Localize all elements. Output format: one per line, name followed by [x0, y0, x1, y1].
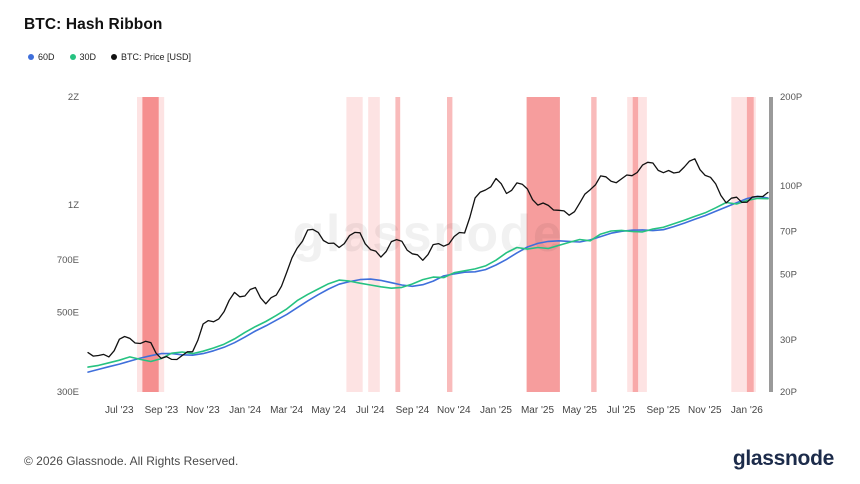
left-axis-tick: 2Z: [68, 92, 79, 103]
x-axis-tick: Jul '24: [356, 405, 385, 416]
capitulation-band: [731, 97, 756, 392]
legend-label-btc-price: BTC: Price [USD]: [121, 52, 192, 62]
legend-label-30d: 30D: [79, 52, 97, 62]
footer-copyright: © 2026 Glassnode. All Rights Reserved.: [24, 454, 239, 468]
page-title: BTC: Hash Ribbon: [24, 16, 163, 33]
legend-dot-btc-price: [111, 54, 118, 60]
legend-item-60d[interactable]: 60D: [28, 52, 55, 62]
right-axis-tick: 20P: [780, 387, 797, 398]
x-axis-tick: Sep '23: [145, 405, 179, 416]
legend-label-60d: 60D: [38, 52, 55, 62]
chart-legend: 60D 30D BTC: Price [USD]: [28, 52, 191, 62]
x-axis-tick: Nov '23: [186, 405, 220, 416]
series-60d: [87, 195, 769, 373]
x-axis-tick: Jan '24: [229, 405, 261, 416]
capitulation-band: [142, 97, 159, 392]
right-axis-tick: 70P: [780, 227, 797, 238]
series-30d: [87, 197, 769, 368]
x-axis-tick: Mar '24: [270, 405, 303, 416]
right-axis-tick: 30P: [780, 335, 797, 346]
capitulation-band: [591, 97, 597, 392]
capitulation-band: [526, 97, 560, 392]
capitulation-band: [447, 97, 453, 392]
glassnode-logo: glassnode: [732, 447, 834, 470]
x-axis-tick: Nov '24: [437, 405, 471, 416]
x-axis-tick: Jul '25: [607, 405, 636, 416]
legend-dot-60d: [28, 54, 34, 60]
left-axis-tick: 300E: [57, 387, 79, 398]
x-axis-tick: Jul '23: [105, 405, 134, 416]
capitulation-band: [346, 97, 363, 392]
left-axis-tick: 700E: [57, 255, 79, 266]
x-axis-tick: May '25: [562, 405, 597, 416]
legend-item-btc-price[interactable]: BTC: Price [USD]: [111, 52, 191, 62]
x-axis-tick: Jan '26: [731, 405, 763, 416]
right-axis-tick: 50P: [780, 270, 797, 281]
capitulation-band: [395, 97, 401, 392]
capitulation-band: [746, 97, 754, 392]
legend-dot-30d: [69, 54, 76, 60]
right-axis-bar: [769, 97, 773, 392]
x-axis-tick: Jan '25: [480, 405, 512, 416]
right-axis-tick: 100P: [780, 181, 802, 192]
x-axis-tick: Sep '25: [646, 405, 680, 416]
left-axis-tick: 500E: [57, 308, 79, 319]
series-btc-price-usd-: [87, 158, 769, 361]
capitulation-band: [627, 97, 647, 392]
left-axis-tick: 1Z: [68, 200, 79, 211]
legend-item-30d[interactable]: 30D: [69, 52, 97, 62]
capitulation-band: [368, 97, 380, 392]
x-axis-tick: Nov '25: [688, 405, 722, 416]
capitulation-band: [632, 97, 639, 392]
right-axis-tick: 200P: [780, 92, 802, 103]
x-axis-tick: Sep '24: [396, 405, 430, 416]
price-chart[interactable]: glassnode2Z1Z700E500E300E200P100P70P50P3…: [0, 85, 860, 430]
x-axis-tick: May '24: [311, 405, 346, 416]
x-axis-tick: Mar '25: [521, 405, 554, 416]
